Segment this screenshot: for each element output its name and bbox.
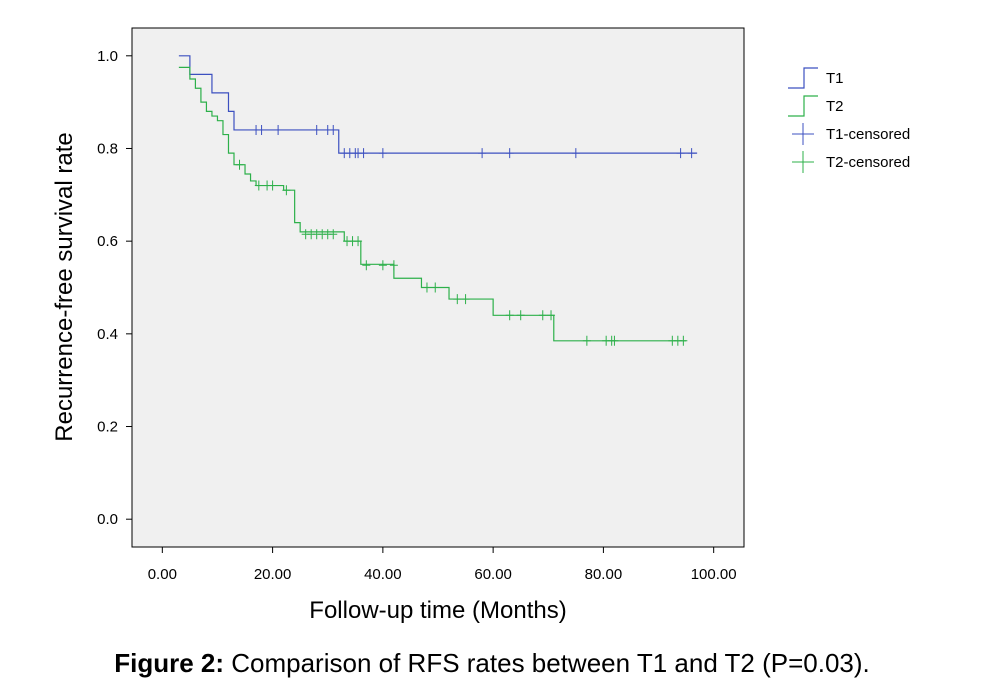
y-tick-label: 0.6 xyxy=(97,233,118,250)
legend-step-symbol xyxy=(788,95,818,117)
y-tick-label: 0.2 xyxy=(97,419,118,436)
y-tick-label: 0.0 xyxy=(97,511,118,528)
x-tick-label: 0.00 xyxy=(148,566,177,583)
series-t2-censor-mark xyxy=(679,335,688,346)
series-t2-censor-mark xyxy=(378,260,387,271)
series-t2-censor-mark xyxy=(431,282,440,293)
legend-label: T2-censored xyxy=(826,154,910,171)
series-t2-censor-mark xyxy=(538,310,547,321)
legend: T1 T2 T1-censored T2-censored xyxy=(788,67,910,173)
x-axis-title: Follow-up time (Months) xyxy=(309,597,566,624)
series-t2-censor-mark xyxy=(516,310,525,321)
series-t2-censor-mark xyxy=(282,185,291,196)
series-t1-censor-mark xyxy=(312,124,321,135)
x-tick-label: 20.00 xyxy=(254,566,292,583)
series-t1-censor-mark xyxy=(378,148,387,159)
series-t1-censor-mark xyxy=(274,124,283,135)
series-t2-censor-mark xyxy=(254,180,263,191)
series-t1-censor-mark xyxy=(359,148,368,159)
series-t1-censor-mark xyxy=(478,148,487,159)
series-t1-censor-mark xyxy=(687,148,696,159)
series-t2-censor-mark xyxy=(354,236,363,247)
y-axis: 0.0 0.2 0.4 0.6 0.8 1.0 xyxy=(97,48,132,528)
series-t2-censor-mark xyxy=(389,260,398,271)
x-tick-label: 60.00 xyxy=(474,566,512,583)
y-tick-label: 1.0 xyxy=(97,48,118,65)
km-chart: 0.00 20.00 40.00 60.00 80.00 100.00 0.0 0.2 0.4… xyxy=(51,27,910,624)
series-t2-censor-mark xyxy=(461,294,470,305)
series-t2-censor-mark xyxy=(453,294,462,305)
series-t1-censor-mark xyxy=(329,124,338,135)
series-t2-censor-mark xyxy=(610,335,619,346)
caption-label: Figure 2: xyxy=(114,648,225,678)
series-t2-line xyxy=(178,66,687,342)
figure-caption: Figure 2: Comparison of RFS rates betwee… xyxy=(0,648,984,679)
series-t2-censor-mark xyxy=(235,159,244,170)
legend-label: T1 xyxy=(826,70,844,87)
legend-plus-symbol xyxy=(792,151,814,173)
legend-plus-symbol xyxy=(792,123,814,145)
x-tick-label: 40.00 xyxy=(364,566,402,583)
x-axis: 0.00 20.00 40.00 60.00 80.00 100.00 xyxy=(148,547,737,583)
legend-label: T1-censored xyxy=(826,126,910,143)
series-t2-censor-mark xyxy=(582,335,591,346)
series-t1-censor-mark xyxy=(571,148,580,159)
series-t1-censor-mark xyxy=(676,148,685,159)
y-tick-label: 0.8 xyxy=(97,140,118,157)
series-layer xyxy=(178,55,698,346)
caption-text: Comparison of RFS rates between T1 and T… xyxy=(224,648,870,678)
series-t1-censor-mark xyxy=(257,124,266,135)
y-axis-title: Recurrence-free survival rate xyxy=(51,132,78,441)
x-tick-label: 100.00 xyxy=(691,566,737,583)
series-t2-censor-mark xyxy=(268,180,277,191)
series-t2-censor-mark xyxy=(422,282,431,293)
series-t2-censor-mark xyxy=(362,260,371,271)
x-tick-label: 80.00 xyxy=(585,566,623,583)
legend-label: T2 xyxy=(826,98,844,115)
series-t2-censor-mark xyxy=(547,310,556,321)
series-t2-censor-mark xyxy=(505,310,514,321)
legend-step-symbol xyxy=(788,67,818,89)
y-tick-label: 0.4 xyxy=(97,326,118,343)
series-t1-censor-mark xyxy=(505,148,514,159)
series-t2-censor-mark xyxy=(329,229,338,240)
